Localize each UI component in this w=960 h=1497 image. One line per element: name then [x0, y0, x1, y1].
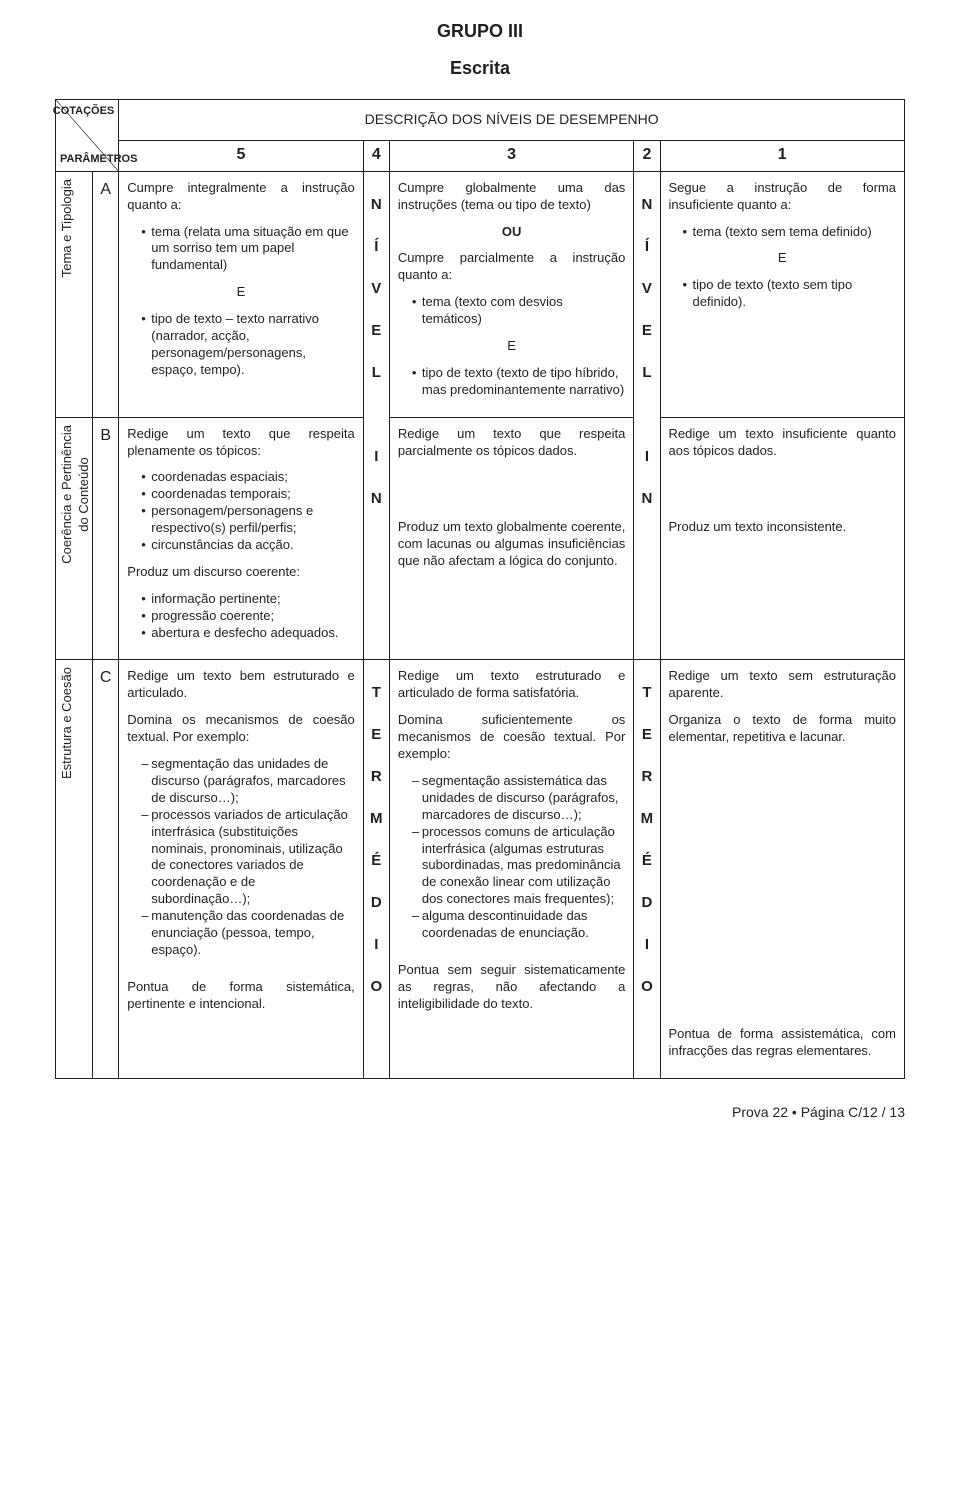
b5-p1li1: coordenadas espaciais;	[141, 469, 354, 486]
a3-li1: tema (texto com desvios temáticos)	[412, 294, 625, 328]
c1-p2: Organiza o texto de forma muito elementa…	[669, 712, 897, 746]
cell-a3: Cumpre globalmente uma das instruções (t…	[389, 171, 633, 417]
header-parametros: PARÂMETROS	[60, 152, 137, 166]
level-4: 4	[363, 140, 389, 171]
a3-e: E	[398, 338, 625, 355]
group-title: GRUPO III	[55, 20, 905, 43]
c3-li2: processos comuns de articulação interfrá…	[412, 824, 625, 908]
a5-li2: tipo de texto – texto narrativo (narrado…	[141, 311, 354, 379]
letter-a: A	[93, 171, 119, 417]
c1-p1: Redige um texto sem estruturação aparent…	[669, 668, 897, 702]
c3-li3: alguma descontinuidade das coordenadas d…	[412, 908, 625, 942]
c3-p3: Pontua sem seguir sistematicamente as re…	[398, 962, 625, 1013]
c5-li1: segmentação das unidades de discurso (pa…	[141, 756, 354, 807]
header-cotacoes: COTAÇÕES	[53, 104, 115, 118]
header-row-1: COTAÇÕES PARÂMETROS DESCRIÇÃO DOS NÍVEIS…	[56, 99, 905, 140]
section-title: Escrita	[55, 57, 905, 80]
row-a: Tema e Tipologia A Cumpre integralmente …	[56, 171, 905, 417]
b3-p2: Produz um texto globalmente coerente, co…	[398, 519, 625, 570]
level-1: 1	[660, 140, 905, 171]
b3-p1: Redige um texto que respeita parcialment…	[398, 426, 625, 460]
a3-ou: OU	[398, 224, 625, 241]
letter-c: C	[93, 660, 119, 1078]
a3-li2: tipo de texto (texto de tipo híbrido, ma…	[412, 365, 625, 399]
b5-p1li3: personagem/personagens e respectivo(s) p…	[141, 503, 354, 537]
b1-p1: Redige um texto insuficiente quanto aos …	[669, 426, 897, 460]
c1-p3: Pontua de forma assistemática, com infra…	[669, 1026, 897, 1060]
row-b: Coerência e Pertinência do Conteúdo B Re…	[56, 417, 905, 660]
a1-e: E	[669, 250, 897, 267]
row-c: Estrutura e Coesão C Redige um texto bem…	[56, 660, 905, 1078]
a3-intro1: Cumpre globalmente uma das instruções (t…	[398, 180, 625, 214]
b1-p2: Produz um texto inconsistente.	[669, 519, 897, 536]
nivel-col-1a: N Í V E L I N	[363, 171, 389, 660]
nivel-col-2b: T E R M É D I O	[634, 660, 660, 1078]
param-a-label: Tema e Tipologia	[57, 173, 78, 283]
nivel-col-2a: T E R M É D I O	[363, 660, 389, 1078]
page-footer: Prova 22 • Página C/12 / 13	[55, 1103, 905, 1121]
param-c-label: Estrutura e Coesão	[57, 661, 78, 785]
a1-li2: tipo de texto (texto sem tipo definido).	[683, 277, 897, 311]
b5-p1li4: circunstâncias da acção.	[141, 537, 354, 554]
b5-p1li2: coordenadas temporais;	[141, 486, 354, 503]
b5-p1intro: Redige um texto que respeita plenamente …	[127, 426, 354, 460]
c5-li3: manutenção das coordenadas de enunciação…	[141, 908, 354, 959]
c3-p1: Redige um texto estruturado e articulado…	[398, 668, 625, 702]
cell-b3: Redige um texto que respeita parcialment…	[389, 417, 633, 660]
letter-b: B	[93, 417, 119, 660]
cell-b5: Redige um texto que respeita plenamente …	[119, 417, 363, 660]
c3-li1: segmentação assistemática das unidades d…	[412, 773, 625, 824]
cell-c5: Redige um texto bem estruturado e articu…	[119, 660, 363, 1078]
level-2: 2	[634, 140, 660, 171]
a1-li1: tema (texto sem tema definido)	[683, 224, 897, 241]
nivel-col-1b: N Í V E L I N	[634, 171, 660, 660]
c5-p3: Pontua de forma sistemática, pertinente …	[127, 979, 354, 1013]
cell-b1: Redige um texto insuficiente quanto aos …	[660, 417, 905, 660]
a3-intro2: Cumpre parcialmente a instrução quanto a…	[398, 250, 625, 284]
b5-p2intro: Produz um discurso coerente:	[127, 564, 354, 581]
level-5: 5	[119, 140, 363, 171]
a5-intro: Cumpre integralmente a instrução quanto …	[127, 180, 354, 214]
b5-p2li1: informação pertinente;	[141, 591, 354, 608]
c5-p1: Redige um texto bem estruturado e articu…	[127, 668, 354, 702]
header-description: DESCRIÇÃO DOS NÍVEIS DE DESEMPENHO	[119, 99, 905, 140]
rubric-table: COTAÇÕES PARÂMETROS DESCRIÇÃO DOS NÍVEIS…	[55, 99, 905, 1079]
a5-li1: tema (relata uma situação em que um sorr…	[141, 224, 354, 275]
c3-p2: Domina suficientemente os mecanismos de …	[398, 712, 625, 763]
cell-a1: Segue a instrução de forma insuficiente …	[660, 171, 905, 417]
header-row-2: 5 4 3 2 1	[56, 140, 905, 171]
param-b-label: Coerência e Pertinência do Conteúdo	[57, 419, 95, 570]
b5-p2li2: progressão coerente;	[141, 608, 354, 625]
a1-intro: Segue a instrução de forma insuficiente …	[669, 180, 897, 214]
cell-a5: Cumpre integralmente a instrução quanto …	[119, 171, 363, 417]
a5-e: E	[127, 284, 354, 301]
c5-p2: Domina os mecanismos de coesão textual. …	[127, 712, 354, 746]
param-a: Tema e Tipologia	[56, 171, 93, 417]
c5-li2: processos variados de articulação interf…	[141, 807, 354, 908]
cell-c1: Redige um texto sem estruturação aparent…	[660, 660, 905, 1078]
level-3: 3	[389, 140, 633, 171]
b5-p2li3: abertura e desfecho adequados.	[141, 625, 354, 642]
param-c: Estrutura e Coesão	[56, 660, 93, 1078]
cell-c3: Redige um texto estruturado e articulado…	[389, 660, 633, 1078]
param-b: Coerência e Pertinência do Conteúdo	[56, 417, 93, 660]
diagonal-header: COTAÇÕES PARÂMETROS	[56, 99, 119, 171]
